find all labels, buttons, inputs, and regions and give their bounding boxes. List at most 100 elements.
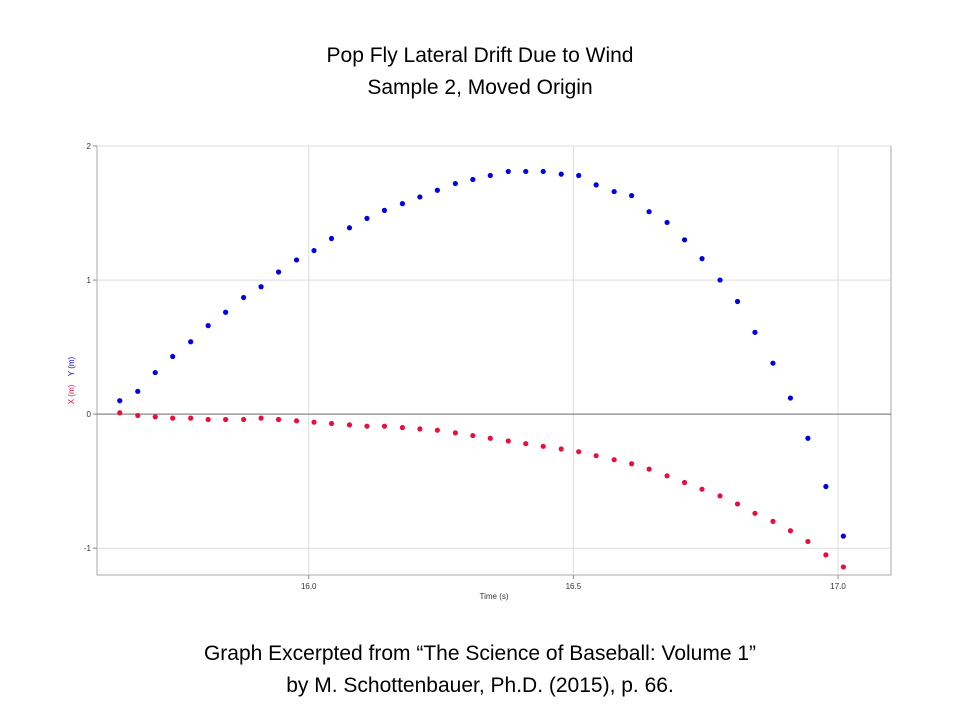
y-tick-label: 0 [87,410,92,419]
y-tick-label: 2 [87,142,92,151]
data-point [646,209,652,215]
y-tick-label: 1 [87,276,92,285]
data-point [840,533,846,539]
data-point [434,427,440,433]
data-point [629,461,635,467]
data-point [752,329,758,335]
data-point [523,168,529,175]
data-point [787,528,794,534]
data-point [629,193,635,199]
data-point [452,180,458,187]
data-point [823,552,829,558]
data-point [717,277,723,283]
data-point [205,323,211,329]
data-point [752,510,758,516]
plot-area [96,145,892,576]
data-point [576,449,582,455]
data-point [523,441,529,447]
data-point [364,423,370,429]
data-point [505,168,511,175]
data-point [223,416,229,423]
data-point [487,435,493,441]
data-point [558,171,564,177]
data-point [293,418,300,424]
data-point [241,294,247,301]
data-point [170,415,176,421]
data-point [470,176,476,183]
data-point [381,207,388,213]
caption: by M. Schottenbauer, Ph.D. (2015), p. 66… [286,674,674,697]
y-axis-label: X (m) [67,384,76,404]
data-point [540,168,546,175]
data-point [117,410,123,416]
data-point [699,256,705,262]
data-point [470,432,476,439]
data-point [346,225,353,231]
data-point [823,483,829,490]
data-point [258,284,264,290]
chart-subtitle: Sample 2, Moved Origin [367,76,592,99]
data-point [135,388,141,394]
data-point [611,457,617,463]
data-point [328,420,335,427]
data-point [275,269,282,275]
data-point [505,438,511,444]
y-axis-label: Y (m) [67,356,76,376]
data-point [188,415,194,421]
x-tick-label: 16.5 [566,582,582,591]
data-point [275,416,282,423]
data-point [241,416,247,423]
data-point [734,298,741,305]
data-point [223,309,229,315]
data-point [487,172,493,179]
data-point [540,443,546,449]
data-point [664,219,670,226]
x-tick-label: 16.0 [301,582,317,591]
data-point [576,172,582,179]
data-point [593,453,599,459]
chart-title: Pop Fly Lateral Drift Due to Wind [327,44,634,67]
data-point [328,235,335,242]
data-point [805,538,811,545]
data-point [681,237,688,243]
data-point [787,395,794,401]
data-point [717,493,723,499]
data-point [593,182,599,188]
data-point [188,339,194,345]
data-point [611,188,617,195]
data-point [311,419,317,425]
data-point [152,369,158,376]
x-axis-label: Time (s) [479,592,508,601]
data-point [734,501,741,507]
data-point [770,518,776,524]
data-point [399,201,406,207]
data-point [117,398,123,404]
data-point [805,435,811,441]
data-point [293,257,300,263]
data-point [381,423,388,429]
x-tick-label: 17.0 [830,582,846,591]
data-point [417,194,423,200]
data-point [434,187,440,193]
data-point [664,473,670,479]
data-point [135,412,141,419]
data-point [646,466,652,472]
data-point [417,426,423,432]
data-point [311,247,317,254]
data-point [770,360,776,366]
data-point [558,446,564,452]
data-point [364,215,370,221]
data-point [205,416,211,423]
data-point [399,424,406,431]
data-point [840,564,846,570]
data-point [452,430,458,436]
data-point [170,353,176,360]
y-tick-label: -1 [84,544,92,553]
data-point [152,414,158,420]
caption: Graph Excerpted from “The Science of Bas… [204,642,756,665]
data-point [346,422,353,428]
data-point [681,479,688,486]
data-point [258,415,264,421]
data-point [699,486,705,492]
